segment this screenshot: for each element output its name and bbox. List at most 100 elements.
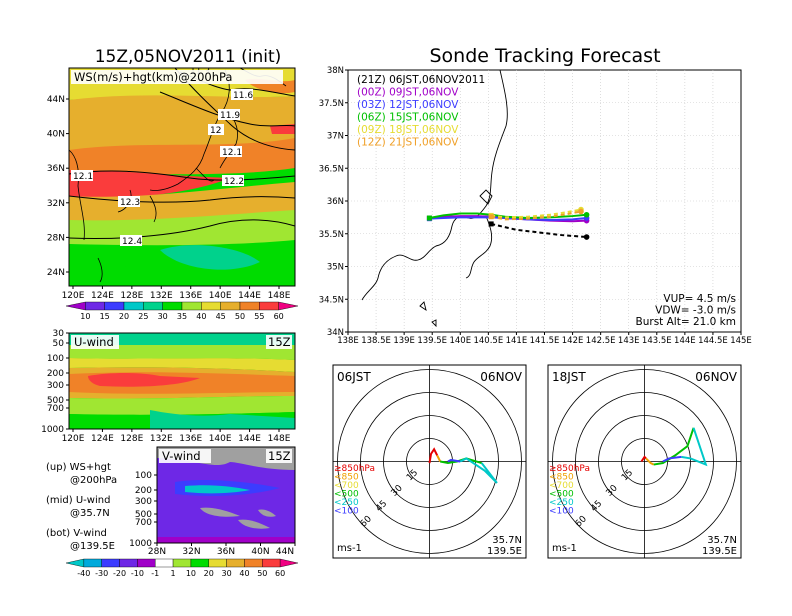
hodo-left-lat: 35.7N [492, 535, 522, 546]
track-xtick-label: 139E [393, 336, 415, 346]
hodo-series-0 [640, 455, 647, 463]
track-start-marker [488, 221, 494, 227]
hodo-series-4 [662, 455, 682, 463]
track-xtick-label: 144E [674, 336, 696, 346]
ws-xtick-label: 124E [91, 291, 114, 301]
ws-xtick-label: 132E [150, 291, 173, 301]
hodo-ring [552, 369, 737, 554]
u-ytick-label: 700 [47, 404, 64, 414]
right-title: Sonde Tracking Forecast [429, 45, 660, 67]
track-series-3 [429, 212, 587, 220]
v-ytick-label: 300 [135, 497, 152, 507]
ws-ytick-label: 28N [47, 233, 65, 243]
ws-xtick-label: 148E [268, 291, 291, 301]
v-wind-time: 15Z [268, 449, 291, 463]
left-title: 15Z,05NOV2011 (init) [95, 47, 282, 67]
ws-map-label: WS(m/s)+hgt(km)@200hPa [74, 70, 232, 84]
track-xtick-label: 140E [449, 336, 471, 346]
uv-colorbar-label: -1 [151, 569, 159, 578]
v-xtick-label: 36N [217, 547, 235, 557]
ws-xtick-label: 128E [120, 291, 143, 301]
hodo-right-lon: 139.5E [702, 546, 737, 557]
v-xtick-label: 28N [148, 547, 166, 557]
uv-colorbar-swatch [208, 558, 227, 568]
ws-colorbar-swatch [104, 301, 125, 311]
ws-colorbar-label: 10 [80, 312, 90, 321]
track-xtick-label: 141.5E [530, 336, 560, 346]
uv-colorbar-swatch [155, 558, 174, 568]
note-mid-lat: @35.7N [70, 508, 110, 519]
contour-label: 12.2 [224, 177, 244, 187]
uv-colorbar-label: -20 [113, 569, 126, 578]
v-xtick-label: 44N [276, 547, 294, 557]
hodo-ring [598, 415, 691, 508]
u-xtick-label: 132E [150, 434, 173, 444]
v-xtick-label: 40N [251, 547, 269, 557]
u-wind-time: 15Z [268, 335, 291, 349]
ws-colorbar-swatch [181, 301, 202, 311]
u-xtick-label: 140E [209, 434, 232, 444]
hodo-left-time: 06JST [337, 370, 371, 384]
v-ytick-label: 200 [135, 486, 152, 496]
track-ytick-label: 34.5N [319, 295, 344, 305]
hodo-legend-entry: <250 [334, 498, 359, 508]
u-xtick-label: 120E [62, 434, 85, 444]
hodo-right-date: 06NOV [695, 370, 737, 384]
hodo-legend-entry: <100 [549, 507, 574, 517]
panel-notes: (up) WS+hgt @200hPa (mid) U-wind @35.7N … [46, 462, 117, 552]
uv-colorbar-label: -40 [77, 569, 90, 578]
track-ytick-label: 38N [327, 66, 344, 76]
u-ytick-label: 100 [47, 354, 64, 364]
ws-colorbar-swatch [220, 301, 241, 311]
v-ytick-label: 1000 [129, 539, 152, 549]
hodo-ring [575, 392, 714, 531]
hodo-right-time: 18JST [552, 370, 586, 384]
track-info: Burst Alt= 21.0 km [636, 316, 736, 328]
ws-colorbar-swatch [123, 301, 144, 311]
hodo-legend-entry: <850 [549, 473, 574, 483]
track-ytick-label: 36N [327, 197, 344, 207]
uv-colorbar-label: -10 [131, 569, 144, 578]
hodo-series-3 [459, 457, 498, 484]
u-xtick-label: 144E [238, 434, 261, 444]
hodo-legend-entry: <500 [549, 490, 574, 500]
ws-colorbar-swatch [162, 301, 183, 311]
uv-colorbar-swatch [279, 558, 299, 568]
uv-colorbar-swatch [83, 558, 102, 568]
ws-xtick-label: 120E [62, 291, 85, 301]
track-legend-entry: (06Z) 15JST,06NOV [357, 112, 459, 124]
uv-colorbar-label: 50 [257, 569, 267, 578]
track-end-marker [583, 234, 590, 240]
ws-xtick-label: 144E [238, 291, 261, 301]
hodo-legend-entry: <100 [334, 507, 359, 517]
track-ytick-label: 35N [327, 263, 344, 273]
uv-colorbar-swatch [244, 558, 263, 568]
track-xtick-label: 144.5E [698, 336, 728, 346]
ws-colorbar-swatch [239, 301, 260, 311]
track-start-marker [426, 215, 432, 221]
ws-colorbar-swatch [201, 301, 221, 311]
uv-colorbar-swatch [65, 558, 85, 568]
contour-label: 12.1 [222, 148, 242, 158]
contour-label: 11.9 [220, 111, 240, 121]
uv-colorbar-label: -30 [95, 569, 108, 578]
u-ytick-label: 1000 [41, 425, 64, 435]
uv-colorbar-swatch [172, 558, 192, 568]
hodo-left-lon: 139.5E [487, 546, 522, 557]
v-ytick-label: 700 [135, 518, 152, 528]
uv-colorbar-label: 10 [186, 569, 196, 578]
uv-colorbar-swatch [101, 558, 120, 568]
note-bot: (bot) V-wind [46, 528, 107, 539]
track-xtick-label: 142.5E [586, 336, 616, 346]
track-ytick-label: 37.5N [319, 99, 344, 109]
track-end-marker [583, 211, 590, 218]
v-wind-label: V-wind [162, 449, 201, 463]
hodo-legend-entry: ≥850hPa [334, 464, 375, 474]
v-ytick-label: 100 [135, 471, 152, 481]
u-xtick-label: 128E [120, 434, 143, 444]
ws-colorbar-swatch [259, 301, 279, 311]
uv-colorbar: -40 -30 -20 -10 -1 1 10 20 30 40 50 60 [65, 558, 299, 578]
track-legend-entry: (12Z) 21JST,06NOV [357, 137, 459, 149]
u-wind-label: U-wind [74, 335, 114, 349]
hodo-series-1 [645, 457, 655, 466]
